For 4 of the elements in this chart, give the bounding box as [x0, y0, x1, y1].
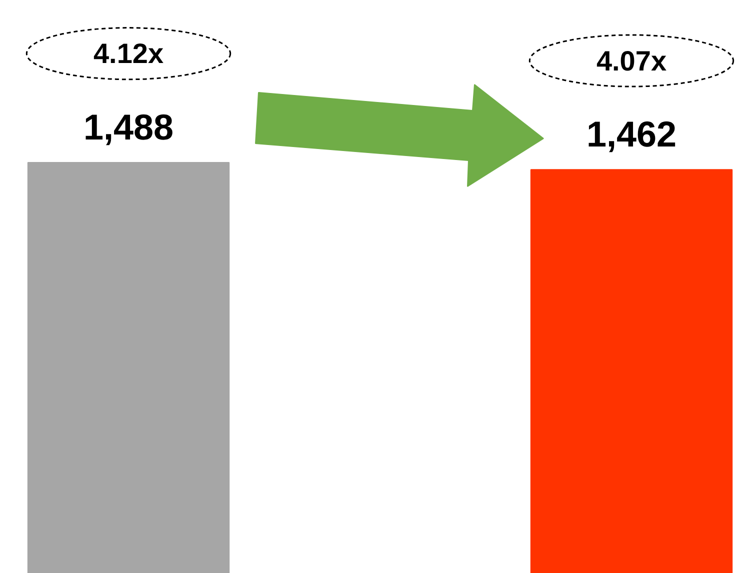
data-label: 1,488: [83, 106, 174, 148]
text: 4.07x: [596, 45, 667, 76]
text: 4.12x: [93, 38, 164, 70]
data-label: 1,462: [586, 114, 677, 155]
